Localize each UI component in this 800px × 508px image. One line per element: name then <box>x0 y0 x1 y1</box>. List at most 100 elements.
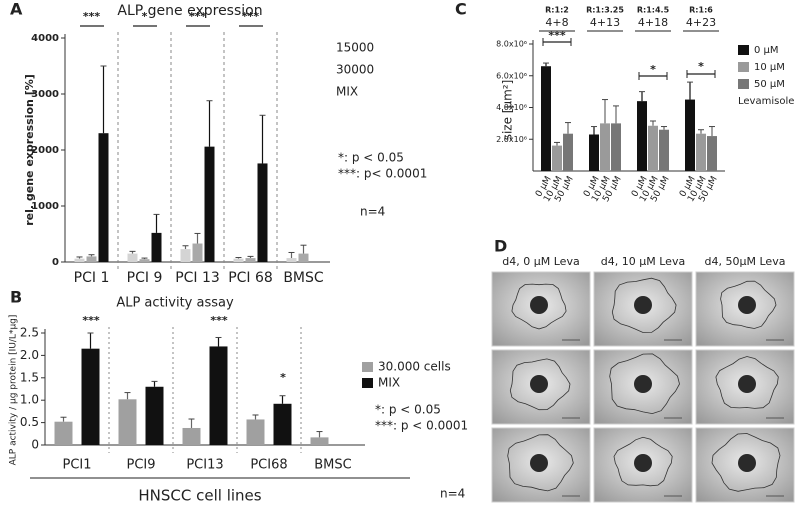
y-tick-label: 0 <box>52 257 59 268</box>
x-tick-label: PCI 68 <box>228 270 273 286</box>
bar <box>589 134 599 171</box>
spheroid-outline <box>720 280 777 329</box>
annotation: * <box>142 10 148 23</box>
bar <box>118 399 137 445</box>
y-tick-label: 4.0x10⁶ <box>496 103 527 112</box>
legend-label: 10 µM <box>754 62 785 73</box>
x-tick-label: BMSC <box>314 458 351 473</box>
bar <box>257 163 268 262</box>
group-ratio: R:1:4.5 <box>637 6 670 15</box>
bar <box>541 66 551 171</box>
annotation: n=4 <box>440 487 465 501</box>
annotation: ***: p< 0.0001 <box>338 167 427 181</box>
spheroid-outline <box>711 433 781 492</box>
legend-swatch <box>738 79 749 89</box>
chart-title: ALP gene expression <box>117 3 262 19</box>
x-tick-label: 4+23 <box>686 16 716 29</box>
spheroid-core <box>530 454 548 472</box>
bar <box>139 259 150 262</box>
x-tick-label: BMSC <box>283 270 324 286</box>
spheroid-core <box>634 375 652 393</box>
x-tick-label: PCI68 <box>250 458 287 473</box>
group-ratio: R:1:6 <box>689 6 713 15</box>
legend-label: 30.000 cells <box>378 360 451 374</box>
y-tick-label: 8.0x10⁶ <box>496 40 527 49</box>
bar <box>233 258 244 262</box>
annotation: * <box>698 60 704 73</box>
bar <box>707 136 717 171</box>
spheroid-outline <box>609 353 680 415</box>
y-axis-label: rel. gene expression [%] <box>23 74 36 226</box>
y-tick-label: 0.5 <box>20 415 39 429</box>
column-title: d4, 50µM Leva <box>705 255 786 268</box>
y-tick-label: 4000 <box>31 33 59 44</box>
bar <box>86 256 97 262</box>
spheroid-core <box>530 296 548 314</box>
legend-label: MIX <box>378 376 400 390</box>
spheroid-outline <box>715 356 779 409</box>
bar <box>151 232 162 262</box>
bar <box>298 253 309 262</box>
legend-swatch <box>362 378 373 388</box>
legend-label: 50 µM <box>754 79 785 90</box>
annotation: *** <box>242 10 260 23</box>
bar <box>648 125 658 171</box>
legend-swatch <box>738 62 749 72</box>
column-title: d4, 10 µM Leva <box>601 255 685 268</box>
x-tick-label: PCI13 <box>186 458 223 473</box>
legend-label: 15000 <box>336 41 374 55</box>
annotation: *** <box>83 10 101 23</box>
bar <box>611 123 621 171</box>
legend-swatch <box>362 362 373 372</box>
bar <box>286 258 297 262</box>
annotation: ***: p < 0.0001 <box>375 419 468 433</box>
column-title: d4, 0 µM Leva <box>502 255 579 268</box>
y-axis-label: size [µm²] <box>501 80 515 141</box>
y-tick-label: 1.0 <box>20 393 39 407</box>
bar <box>74 258 85 262</box>
bar <box>685 99 695 171</box>
spheroid-core <box>738 375 756 393</box>
x-tick-label: PCI1 <box>62 458 91 473</box>
y-axis-label: ALP activity / µg protein [IU/L*µg] <box>9 315 19 466</box>
bar <box>273 403 292 445</box>
spheroid-outline <box>511 283 567 330</box>
y-tick-label: 0 <box>31 438 39 452</box>
y-tick-label: 2.0 <box>20 348 39 362</box>
panel-label: A <box>10 0 23 19</box>
bar <box>659 129 669 171</box>
bar <box>127 253 138 262</box>
legend-label: MIX <box>336 85 358 99</box>
panel-label: B <box>10 288 22 307</box>
bar <box>310 437 329 445</box>
group-ratio: R:1:2 <box>545 6 569 15</box>
legend-title: Levamisole <box>738 96 794 107</box>
bar <box>98 133 109 262</box>
y-tick-label: 2.0x10⁶ <box>496 135 527 144</box>
y-tick-label: 2000 <box>31 145 59 156</box>
y-tick-label: 6.0x10⁶ <box>496 71 527 80</box>
bar <box>637 101 647 171</box>
annotation: *** <box>210 314 228 327</box>
x-tick-label: 4+13 <box>590 16 620 29</box>
y-tick-label: 1000 <box>31 201 59 212</box>
x-tick-label: 4+18 <box>638 16 668 29</box>
bar <box>600 123 610 171</box>
legend-swatch <box>738 45 749 55</box>
spheroid-core <box>738 454 756 472</box>
x-tick-label: 4+8 <box>545 16 568 29</box>
x-tick-label: PCI 9 <box>127 270 163 286</box>
annotation: * <box>280 371 286 384</box>
legend-label: 0 µM <box>754 45 779 56</box>
chart-title: ALP activity assay <box>116 296 234 311</box>
group-ratio: R:1:3.25 <box>586 6 624 15</box>
bar <box>696 133 706 171</box>
y-tick-label: 3000 <box>31 89 59 100</box>
bar <box>246 419 265 445</box>
annotation: *** <box>82 314 100 327</box>
spheroid-outline <box>509 358 571 411</box>
legend-label: 30000 <box>336 63 374 77</box>
y-tick-label: 2.5 <box>20 326 39 340</box>
x-tick-label: PCI 1 <box>74 270 110 286</box>
